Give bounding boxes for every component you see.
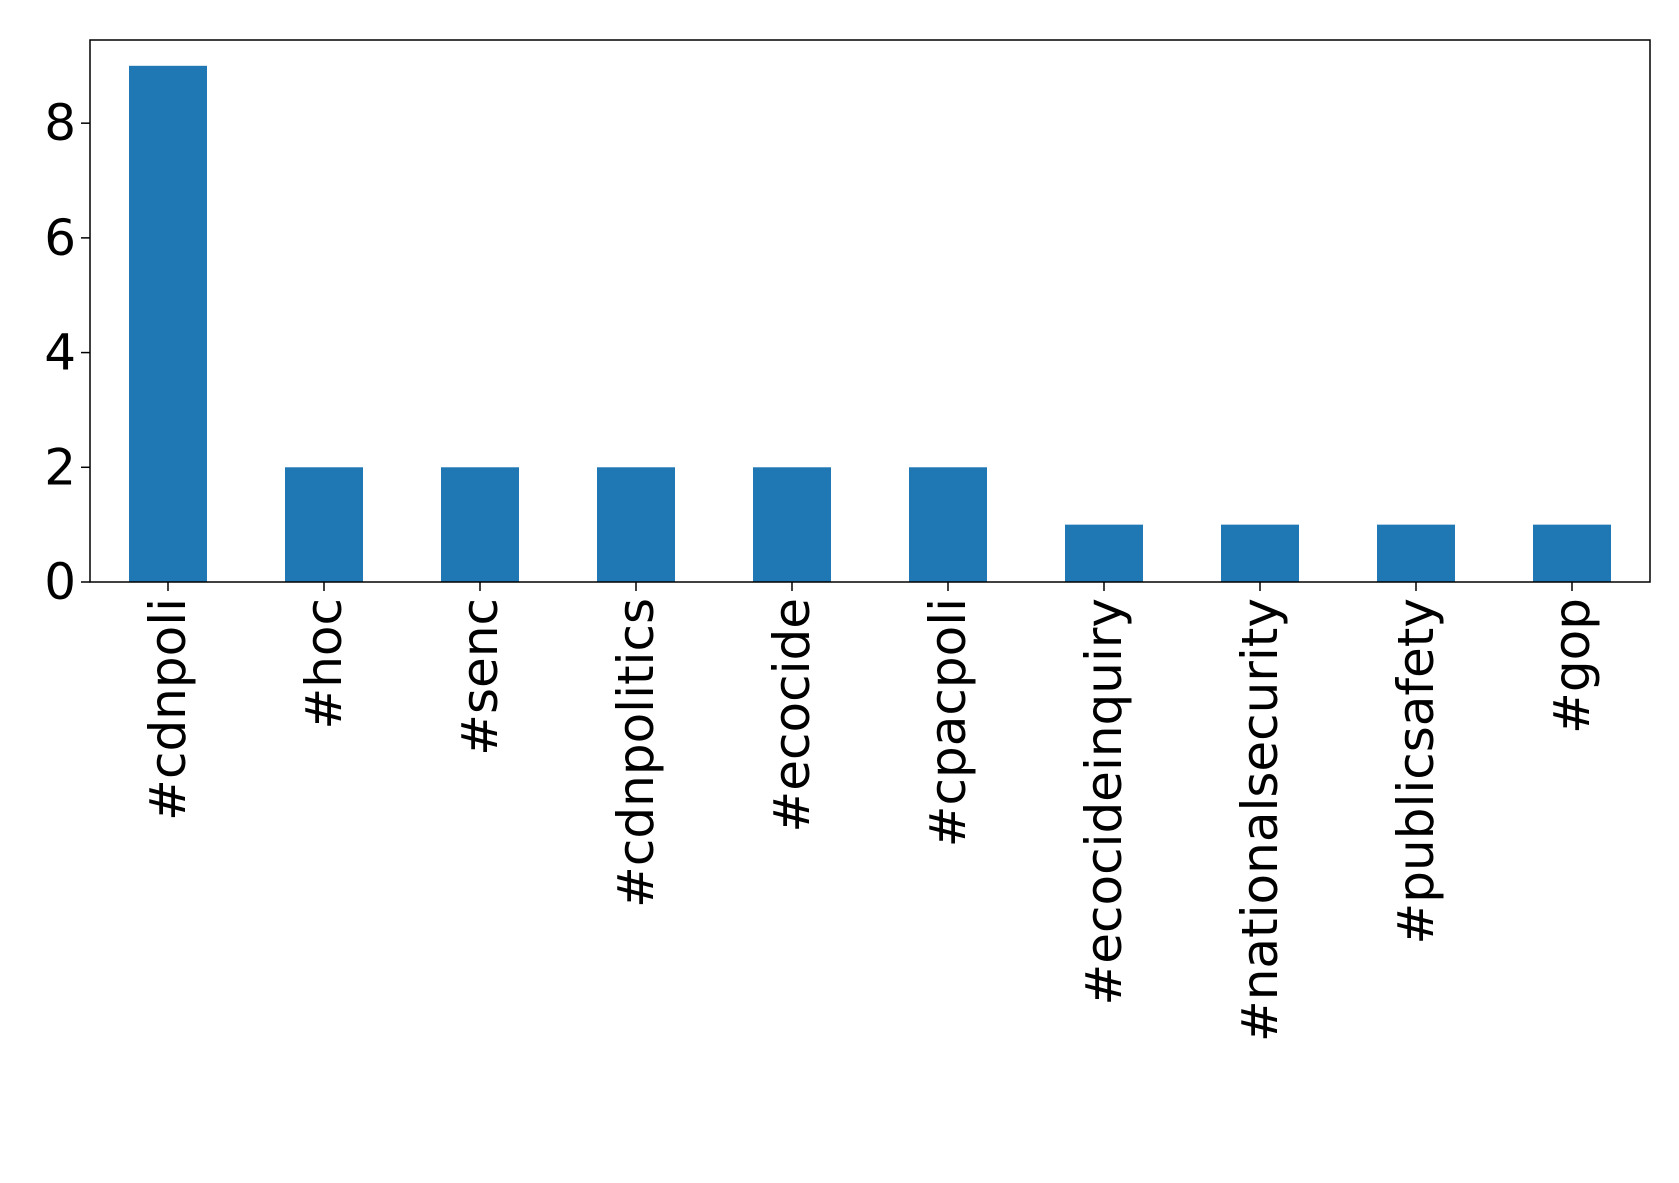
x-tick-label-ecocide: #ecocide <box>763 598 821 833</box>
y-axis: 0 2 4 6 8 <box>44 94 90 611</box>
y-tick-label: 2 <box>44 438 76 496</box>
bar-publicsafety <box>1377 524 1455 582</box>
bar-ecocide <box>753 467 831 582</box>
x-tick-label-publicsafety: #publicsafety <box>1387 598 1445 945</box>
bar-cdnpolitics <box>597 467 675 582</box>
x-tick-label-cpacpoli: #cpacpoli <box>919 598 977 847</box>
bar-senc <box>441 467 519 582</box>
x-tick-label-cdnpolitics: #cdnpolitics <box>607 598 665 908</box>
y-tick-label: 4 <box>44 324 76 382</box>
y-tick-label: 0 <box>44 553 76 611</box>
y-tick-label: 6 <box>44 209 76 267</box>
plot-frame <box>89 39 1651 583</box>
bar-cdnpoli <box>129 65 207 583</box>
x-tick-label-senc: #senc <box>451 598 509 756</box>
bars-group <box>129 65 1611 583</box>
bar-hoc <box>285 467 363 582</box>
x-axis: #cdnpoli #hoc #senc #cdnpolitics #ecocide #cp… <box>139 582 1601 1042</box>
x-tick-label-gop: #gop <box>1543 598 1601 734</box>
x-tick-label-hoc: #hoc <box>295 598 353 730</box>
x-tick-label-cdnpoli: #cdnpoli <box>139 598 197 821</box>
x-tick-label-nationalsecurity: #nationalsecurity <box>1231 598 1289 1042</box>
x-tick-label-ecocideinquiry: #ecocideinquiry <box>1075 598 1133 1006</box>
bar-ecocideinquiry <box>1065 524 1143 582</box>
bar-nationalsecurity <box>1221 524 1299 582</box>
y-tick-label: 8 <box>44 94 76 152</box>
bar-cpacpoli <box>909 467 987 582</box>
bar-gop <box>1533 524 1611 582</box>
